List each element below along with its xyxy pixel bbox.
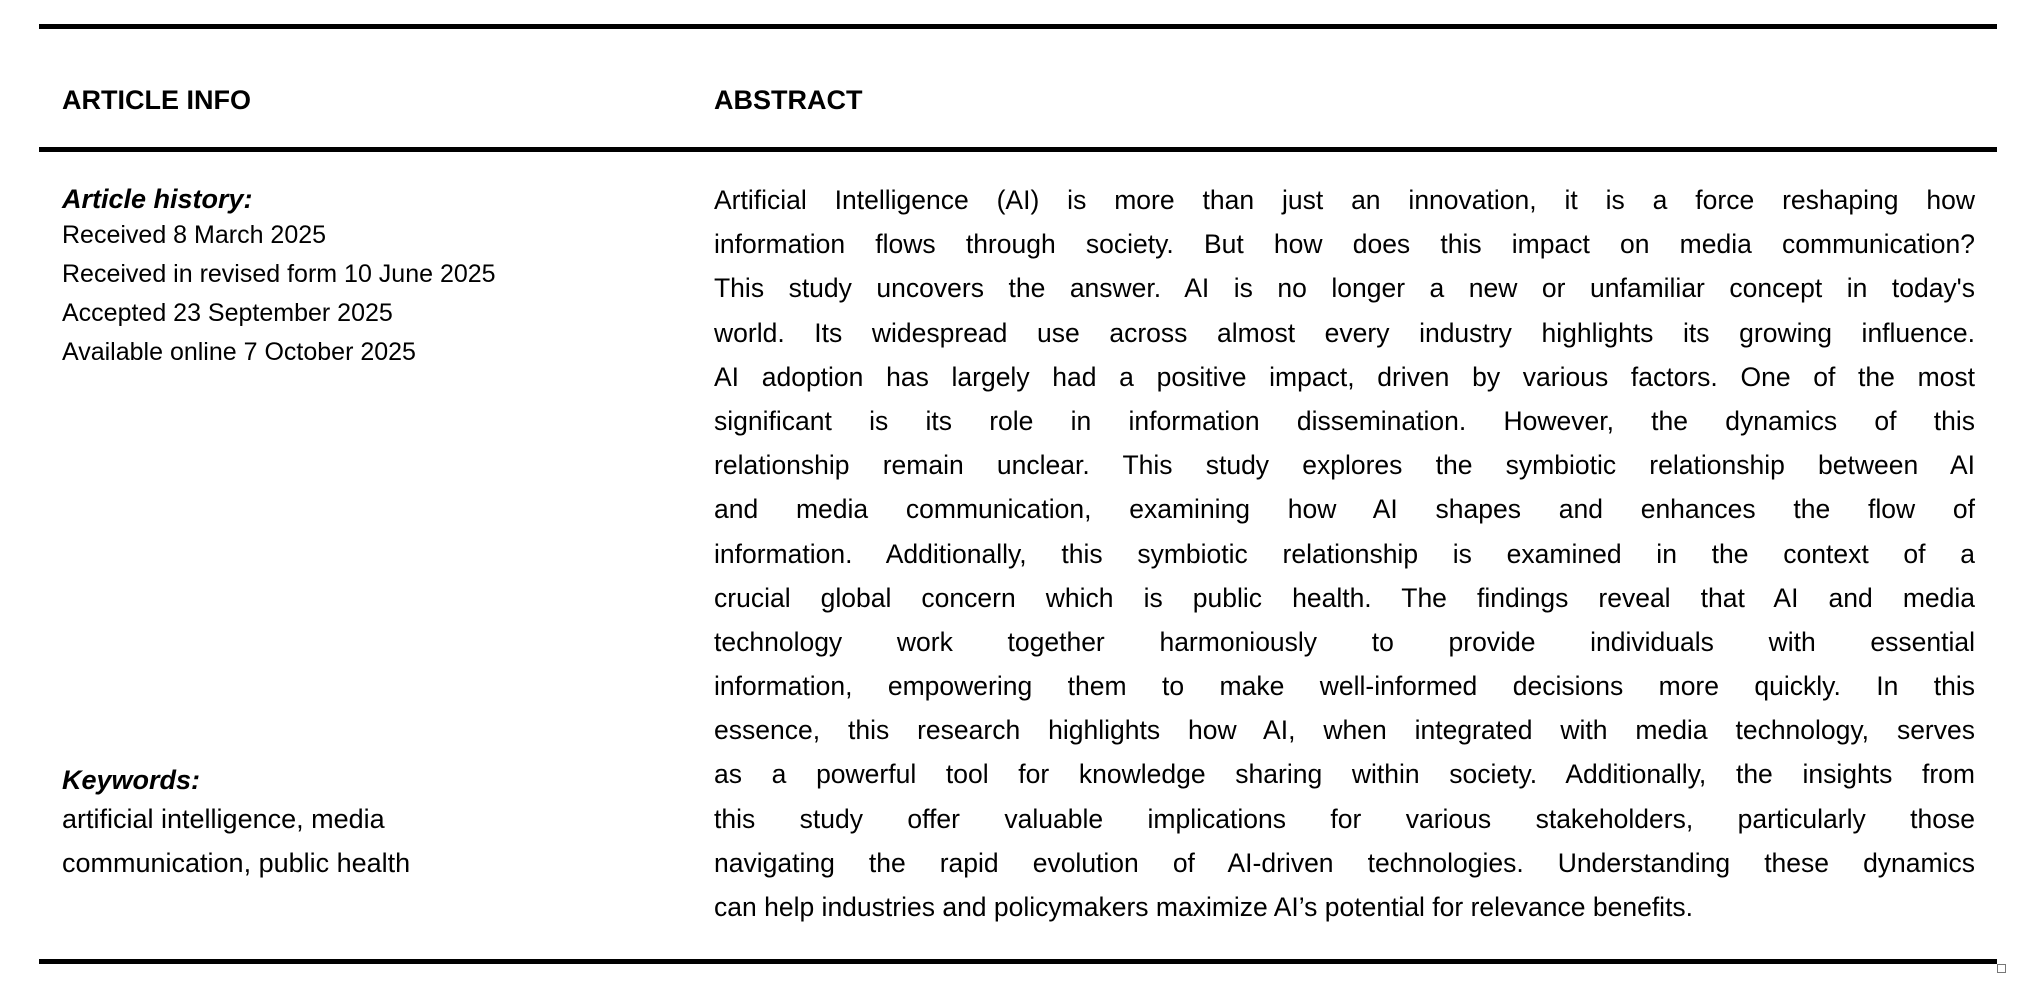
keywords: Keywords: artificial intelligence, media… (62, 763, 410, 885)
abstract-line: significant is its role in information d… (714, 405, 1975, 436)
abstract-heading: ABSTRACT (714, 85, 863, 115)
resize-handle[interactable] (1997, 964, 2006, 973)
abstract-line: Artificial Intelligence (AI) is more tha… (714, 185, 1975, 215)
abstract-line: relationship remain unclear. This study … (714, 450, 1975, 481)
abstract-line: essence, this research highlights how AI… (714, 715, 1975, 746)
article-info-heading: ARTICLE INFO (62, 85, 251, 115)
abstract-line: navigating the rapid evolution of AI-dri… (714, 847, 1975, 878)
abstract-line: and media communication, examining how A… (714, 494, 1975, 525)
history-online: Available online 7 October 2025 (62, 338, 416, 366)
keywords-line: communication, public health (62, 848, 411, 878)
keywords-title: Keywords: (62, 765, 201, 795)
abstract-line: this study offer valuable implications f… (714, 803, 1975, 834)
header-rule (39, 147, 1997, 152)
abstract-line: as a powerful tool for knowledge sharing… (714, 759, 1975, 790)
abstract-line: world. Its widespread use across almost … (714, 317, 1975, 348)
keywords-line: artificial intelligence, media (62, 804, 385, 834)
abstract-line: technology work together harmoniously to… (714, 626, 1975, 657)
abstract-line: information. Additionally, this symbioti… (714, 538, 1975, 569)
bottom-rule (39, 959, 1997, 964)
article-history-title: Article history: (62, 184, 253, 214)
abstract-line: AI adoption has largely had a positive i… (714, 361, 1975, 392)
abstract-line: crucial global concern which is public h… (714, 582, 1975, 613)
history-accepted: Accepted 23 September 2025 (62, 299, 393, 327)
history-received: Received 8 March 2025 (62, 221, 327, 249)
top-rule (39, 24, 1997, 29)
history-revised: Received in revised form 10 June 2025 (62, 260, 496, 288)
article-history: Article history: Received 8 March 2025 R… (62, 182, 496, 372)
abstract-text: Artificial Intelligence (AI) is more tha… (714, 178, 1975, 929)
abstract-line: information flows through society. But h… (714, 229, 1975, 260)
abstract-line: can help industries and policymakers max… (714, 892, 1694, 922)
abstract-line: This study uncovers the answer. AI is no… (714, 273, 1975, 304)
abstract-line: information, empowering them to make wel… (714, 671, 1975, 702)
